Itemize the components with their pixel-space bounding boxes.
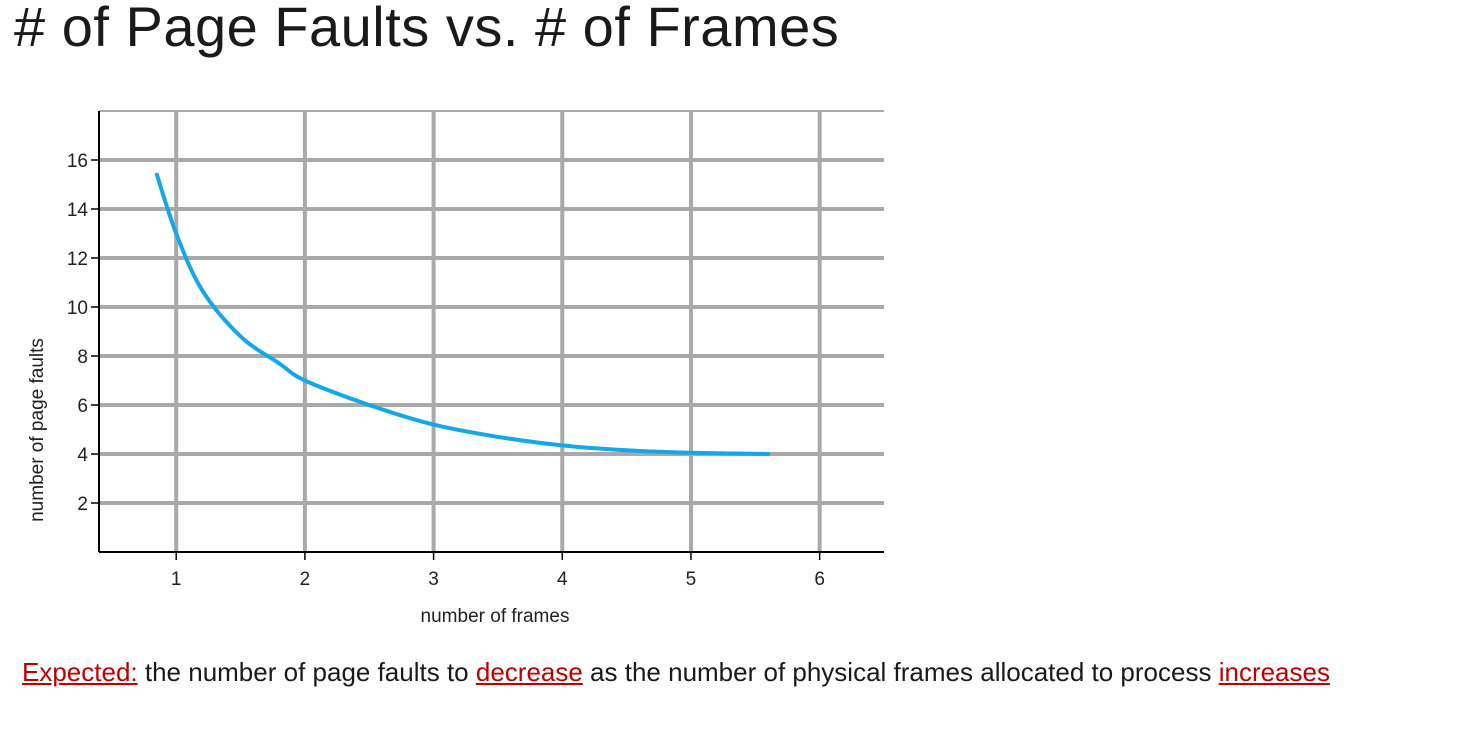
curve-layer — [154, 172, 771, 456]
decrease-word: decrease — [475, 657, 583, 687]
y-tick-label-4: 4 — [77, 445, 88, 466]
y-tick-label-12: 12 — [67, 249, 88, 270]
y-tick-label-16: 16 — [67, 151, 88, 172]
x-tick-label-2: 2 — [300, 569, 311, 590]
caption-text-2: as the number of physical frames allocat… — [582, 657, 1219, 687]
expected-label: Expected: — [22, 657, 138, 687]
caption-text-1: the number of page faults to — [137, 657, 476, 687]
grid-lines — [99, 110, 884, 552]
y-tick-label-2: 2 — [77, 494, 88, 515]
y-tick-label-8: 8 — [77, 347, 88, 368]
x-tick-label-4: 4 — [557, 569, 568, 590]
y-tick-label-14: 14 — [67, 200, 89, 221]
x-tick-label-1: 1 — [171, 569, 182, 590]
page-faults-chart: 2 4 6 8 10 12 14 16 1 2 3 4 5 6 number of frames numb… — [0, 100, 900, 630]
page-fault-curve-0 — [154, 172, 771, 456]
x-tick-label-6: 6 — [814, 569, 825, 590]
slide-title: # of Page Faults vs. # of Frames — [14, 0, 840, 58]
x-tick-label-5: 5 — [686, 569, 697, 590]
caption: Expected: the number of page faults to d… — [22, 654, 1452, 690]
x-axis-title: number of frames — [421, 606, 570, 627]
y-axis-title: number of page faults — [27, 338, 48, 522]
axes — [91, 111, 884, 560]
increases-word: increases — [1218, 657, 1330, 687]
y-tick-label-6: 6 — [77, 396, 88, 417]
y-tick-label-10: 10 — [67, 298, 88, 319]
x-tick-label-3: 3 — [428, 569, 439, 590]
